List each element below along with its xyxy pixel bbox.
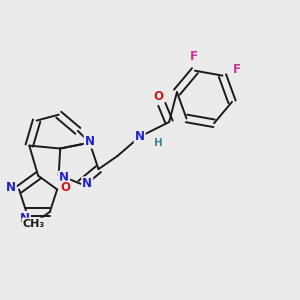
Text: N: N bbox=[135, 130, 145, 143]
Text: O: O bbox=[153, 91, 163, 103]
Text: N: N bbox=[20, 212, 30, 225]
Text: F: F bbox=[232, 63, 241, 76]
Text: N: N bbox=[6, 182, 16, 194]
Text: CH₃: CH₃ bbox=[22, 219, 45, 229]
Text: O: O bbox=[60, 182, 70, 194]
Text: N: N bbox=[85, 135, 94, 148]
Text: H: H bbox=[154, 138, 163, 148]
Text: N: N bbox=[59, 172, 69, 184]
Text: N: N bbox=[82, 177, 92, 190]
Text: F: F bbox=[189, 50, 197, 63]
